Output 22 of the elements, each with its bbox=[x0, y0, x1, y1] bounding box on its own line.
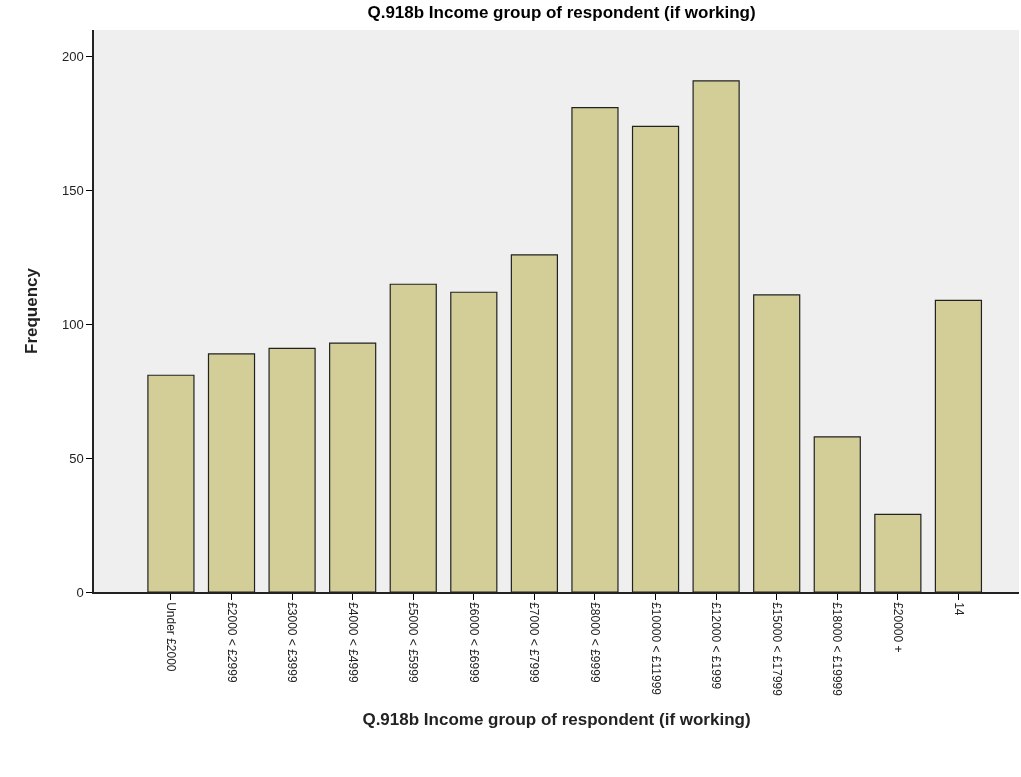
y-tick-label: 0 bbox=[76, 584, 84, 600]
y-tick-label: 150 bbox=[61, 183, 84, 199]
x-tick-label: £20000 + bbox=[890, 602, 905, 653]
x-tick-label: Under £2000 bbox=[164, 602, 179, 672]
chart-title: Q.918b Income group of respondent (if working) bbox=[367, 2, 756, 22]
y-axis-title: Frequency bbox=[22, 267, 41, 354]
y-tick-label: 100 bbox=[61, 316, 84, 332]
x-tick-label: £7000 < £7999 bbox=[527, 602, 542, 683]
x-tick-label: £10000 < £11999 bbox=[648, 602, 663, 696]
x-tick-label: £15000 < £17999 bbox=[769, 602, 784, 697]
x-tick-label: £5000 < £5999 bbox=[406, 602, 421, 683]
y-tick-label: 50 bbox=[69, 450, 84, 466]
x-tick-label: £3000 < £3999 bbox=[285, 602, 300, 683]
x-tick-label: £6000 < £6999 bbox=[466, 602, 481, 683]
x-tick-label: £12000 < £1999 bbox=[709, 602, 724, 690]
x-tick-label: £4000 < £4999 bbox=[345, 602, 360, 683]
x-tick-label: £2000 < £2999 bbox=[224, 602, 239, 683]
x-axis-title: Q.918b Income group of respondent (if working) bbox=[362, 710, 751, 730]
x-tick-label: £8000 < £9999 bbox=[588, 602, 603, 683]
y-tick-label: 200 bbox=[61, 49, 84, 65]
x-tick-label: £18000 < £19999 bbox=[830, 602, 845, 697]
x-tick-label: 14 bbox=[951, 602, 966, 616]
